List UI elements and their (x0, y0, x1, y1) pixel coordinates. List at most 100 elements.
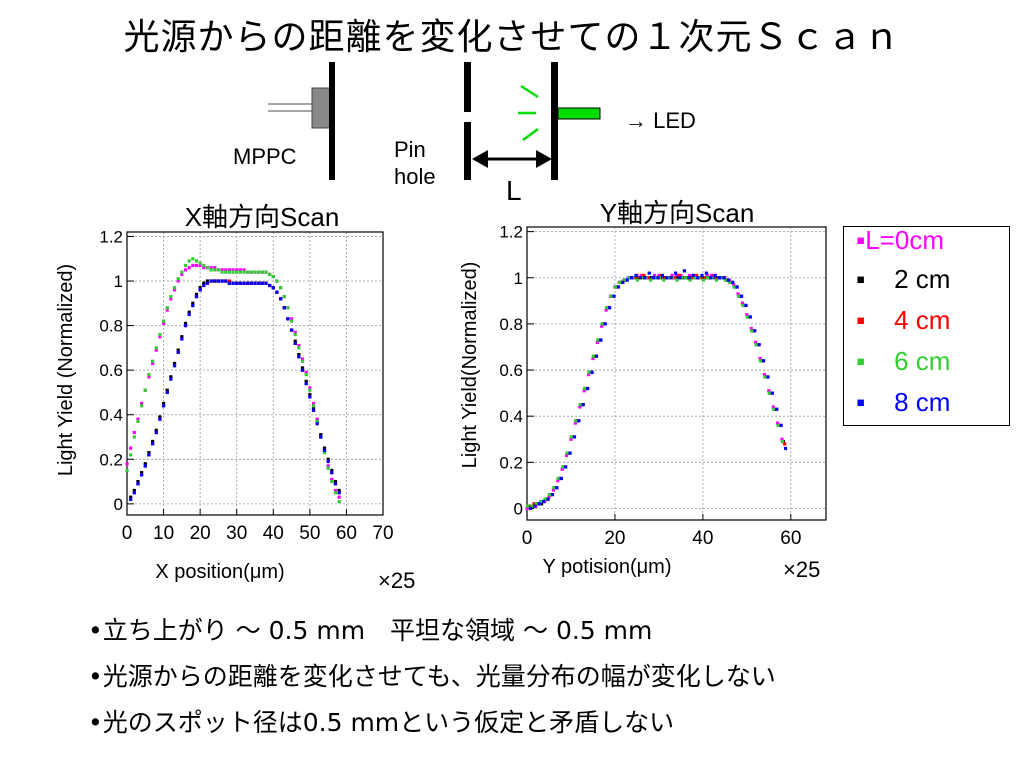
data-point (539, 499, 543, 504)
y-tick-label: 0 (114, 495, 123, 514)
data-point (268, 272, 272, 276)
data-point (539, 502, 544, 506)
y-axis-label: Light Yield (Normalized) (55, 264, 77, 476)
legend-label: 8 cm (894, 387, 951, 417)
data-point (700, 273, 704, 278)
data-point (674, 271, 678, 275)
data-point (530, 504, 534, 508)
data-point (205, 266, 210, 270)
data-point (227, 268, 231, 272)
data-point (227, 270, 231, 274)
data-point (594, 354, 599, 358)
x-tick-label: 40 (263, 523, 284, 544)
data-point (780, 439, 785, 444)
data-point (564, 453, 569, 458)
data-point (304, 381, 308, 386)
conclusion-item: •光のスポット径は0.5 mmという仮定と矛盾しない (88, 708, 675, 737)
data-point (706, 276, 710, 280)
x-tick-label: 10 (153, 523, 174, 544)
data-point (293, 332, 297, 337)
data-point (691, 273, 695, 278)
data-point (140, 401, 144, 406)
data-point (169, 297, 173, 301)
y-tick-label: 0.8 (99, 317, 123, 336)
data-point (202, 283, 206, 288)
data-point (187, 312, 191, 317)
data-point (293, 341, 297, 346)
page-title: 光源からの距離を変化させての１次元Ｓｃａｎ (123, 17, 901, 58)
data-point (326, 459, 330, 464)
data-point (140, 473, 144, 477)
data-point (161, 319, 166, 323)
data-point (191, 301, 195, 305)
legend-marker: ▪ (856, 346, 866, 376)
data-point (577, 419, 581, 423)
data-point (542, 499, 546, 504)
data-point (569, 435, 574, 439)
data-point (559, 476, 563, 481)
data-point (165, 390, 169, 395)
data-point (609, 294, 613, 298)
legend-item: ▪ 8 cm (856, 387, 950, 418)
data-point (242, 268, 246, 272)
data-point (319, 435, 323, 439)
data-point (125, 468, 129, 473)
distance-arrow-right-head (536, 150, 552, 168)
data-point (613, 285, 617, 289)
data-point (257, 270, 261, 274)
y-tick-label: 0.2 (99, 450, 123, 469)
data-point (770, 391, 774, 395)
plot-frame (526, 226, 827, 521)
data-point (136, 479, 140, 484)
data-point (568, 451, 572, 455)
data-point (293, 339, 297, 343)
data-point (194, 292, 199, 296)
data-point (753, 329, 757, 333)
data-point (154, 428, 158, 432)
y-tick-label: 1.2 (99, 227, 123, 246)
data-point (180, 337, 184, 341)
distance-arrow-left-head (472, 150, 488, 168)
data-point (537, 502, 541, 506)
data-point (176, 277, 180, 281)
data-point (621, 280, 625, 284)
x-tick-label: 20 (604, 528, 625, 549)
data-point (591, 356, 595, 361)
data-point (304, 373, 308, 377)
data-point (682, 269, 687, 273)
data-point (705, 273, 709, 278)
legend-label: 6 cm (894, 346, 951, 376)
conclusion-item: •立ち上がり ～ 0.5 mm 平坦な領域 ～ 0.5 mm (88, 616, 653, 645)
data-point (675, 278, 679, 282)
data-point (330, 468, 334, 473)
data-point (550, 493, 555, 497)
data-point (695, 273, 699, 278)
led-body (557, 107, 601, 120)
data-point (326, 457, 330, 461)
data-point (297, 344, 301, 348)
data-point (552, 486, 556, 490)
data-point (560, 467, 564, 471)
data-point (151, 361, 155, 366)
data-point (736, 294, 741, 298)
data-point (528, 504, 532, 508)
data-point (673, 276, 677, 280)
data-point (183, 263, 188, 268)
data-point (775, 407, 779, 411)
data-point (749, 326, 753, 331)
data-point (161, 404, 166, 408)
data-point (246, 281, 250, 285)
legend-label: 4 cm (894, 305, 951, 335)
x-tick-label: 60 (336, 523, 357, 544)
data-point (574, 419, 578, 423)
data-point (147, 453, 151, 457)
led-label: → LED (625, 108, 696, 133)
data-point (315, 419, 319, 424)
data-point (209, 279, 213, 283)
data-point (224, 279, 228, 283)
data-point (745, 315, 749, 319)
data-point (180, 272, 184, 276)
data-point (780, 437, 784, 441)
data-point (202, 281, 206, 285)
data-point (578, 403, 582, 407)
